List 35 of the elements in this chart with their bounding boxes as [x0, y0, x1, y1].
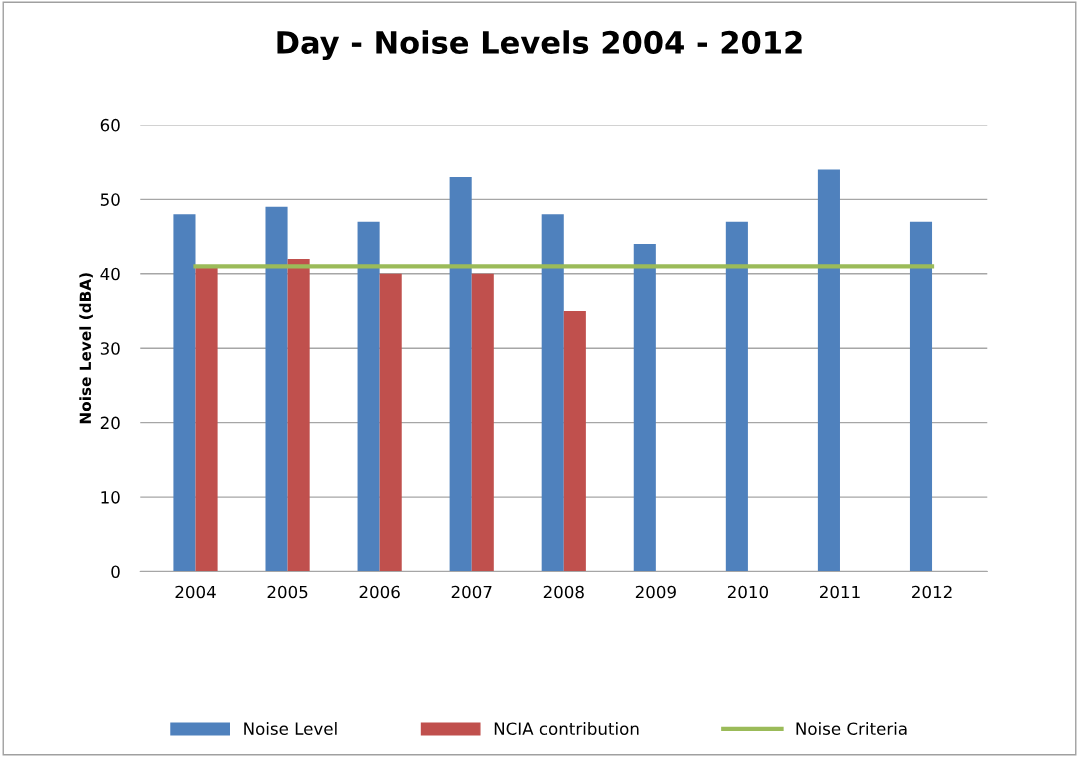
bar: [725, 221, 748, 572]
bar: [173, 214, 196, 572]
bar: [541, 214, 564, 572]
x-tick-label: 2010: [727, 585, 769, 599]
legend-label: Noise Level: [244, 722, 337, 735]
bar: [287, 258, 310, 572]
x-tick-label: 2006: [359, 585, 400, 599]
y-tick-label: 0: [111, 565, 120, 579]
y-axis-title: Noise Level (dBA): [79, 273, 93, 424]
x-tick-label: 2007: [451, 585, 492, 599]
y-tick-label: 60: [100, 118, 120, 132]
x-tick-label: 2011: [819, 585, 860, 599]
y-tick-label: 20: [100, 416, 120, 430]
y-tick-label: 30: [100, 342, 120, 355]
chart-title: Day - Noise Levels 2004 - 2012: [277, 30, 802, 61]
bar: [265, 206, 288, 572]
legend-label: NCIA contribution: [494, 722, 639, 735]
y-tick-label: 10: [101, 491, 120, 504]
bar: [195, 266, 218, 572]
bar: [449, 177, 472, 572]
x-tick-label: 2009: [635, 585, 676, 599]
x-tick-label: 2004: [175, 585, 216, 599]
y-tick-label: 40: [100, 267, 120, 281]
bar: [817, 169, 840, 572]
bar: [909, 221, 933, 572]
bar: [471, 273, 494, 572]
bar: [633, 244, 656, 572]
bar: [357, 221, 380, 572]
bar: [563, 311, 586, 572]
x-tick-label: 2008: [543, 585, 584, 599]
x-tick-label: 2012: [912, 585, 952, 599]
legend-label: Noise Criteria: [796, 722, 907, 735]
bar: [379, 273, 402, 572]
x-tick-label: 2005: [267, 585, 308, 599]
y-tick-label: 50: [100, 193, 120, 206]
